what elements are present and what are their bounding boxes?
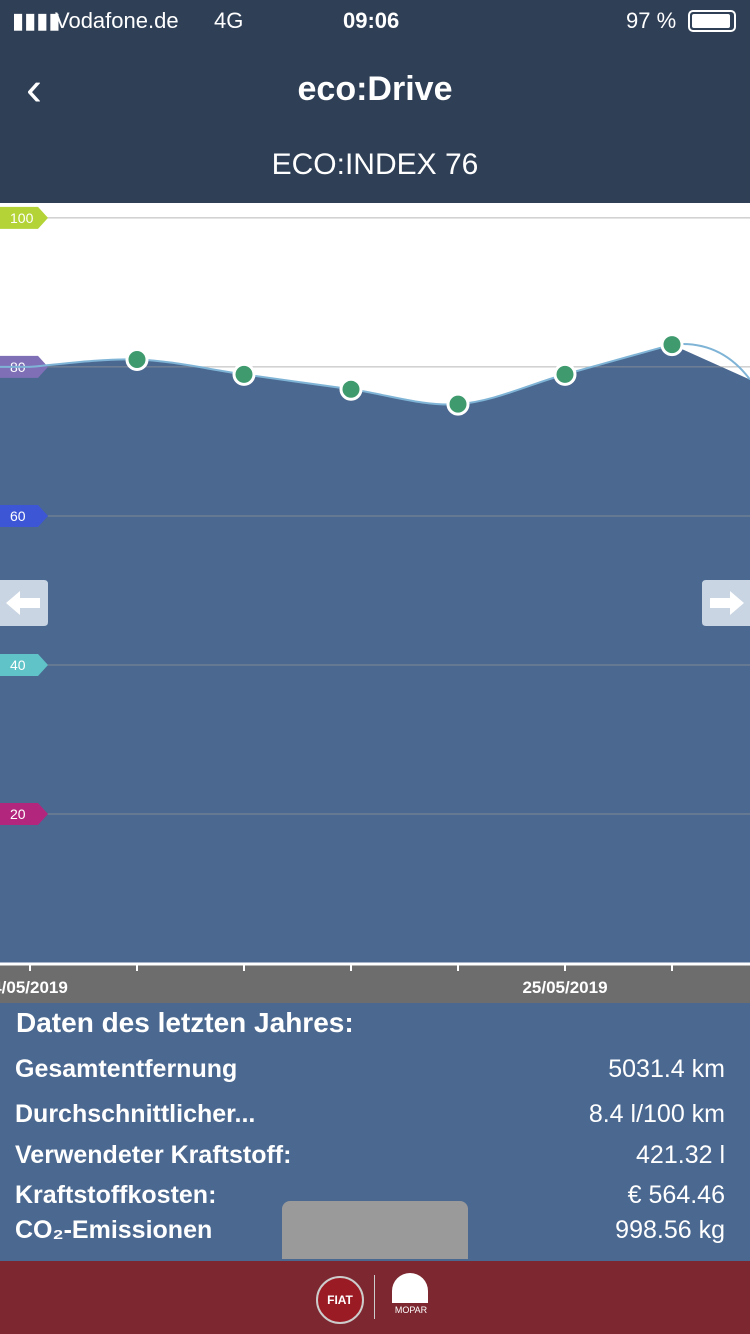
data-point xyxy=(232,362,256,386)
stat-label: CO₂-Emissionen xyxy=(15,1216,213,1244)
data-point xyxy=(339,377,363,401)
stats-title: Daten des letzten Jahres: xyxy=(16,1007,354,1038)
stat-row: Gesamtentfernung 5031.4 km xyxy=(15,1055,725,1084)
mopar-logo: MOPAR xyxy=(394,1305,428,1315)
status-bar: ▮▮▮▮ Vodafone.de 4G 09:06 97 % xyxy=(0,0,750,40)
y-tick-badge xyxy=(0,653,48,676)
carrier: Vodafone.de xyxy=(55,8,179,33)
time: 09:06 xyxy=(343,8,400,33)
y-tick-badge xyxy=(0,802,48,825)
stat-label: Durchschnittlicher... xyxy=(15,1100,256,1128)
battery: 97 % xyxy=(626,8,677,33)
network: 4G xyxy=(214,8,244,33)
stat-row: CO₂-Emissionen 998.56 kg xyxy=(15,1216,725,1245)
data-point xyxy=(125,347,149,371)
next-arrow xyxy=(710,591,744,615)
signal: ▮▮▮▮ xyxy=(12,8,61,33)
y-tick-label: 40 xyxy=(10,657,26,673)
y-tick-badge xyxy=(0,504,48,527)
stat-value: 421.32 l xyxy=(636,1141,725,1169)
stat-value: 998.56 kg xyxy=(615,1216,725,1244)
stat-value: € 564.46 xyxy=(627,1181,725,1209)
eco-index: ECO:INDEX 76 xyxy=(271,148,479,181)
x-axis-bar xyxy=(0,963,750,1003)
area-fill xyxy=(0,344,750,964)
stat-row: Durchschnittlicher... 8.4 l/100 km xyxy=(15,1100,725,1129)
battery-icon xyxy=(688,10,736,32)
stat-value: 8.4 l/100 km xyxy=(588,1100,725,1128)
y-tick-badge xyxy=(0,206,48,229)
back-button[interactable]: ‹ xyxy=(26,63,42,116)
handle[interactable] xyxy=(282,1201,468,1259)
mopar-icon xyxy=(392,1273,428,1303)
stat-row: Verwendeter Kraftstoff: 421.32 l xyxy=(15,1141,725,1170)
data-point xyxy=(446,392,470,416)
footer: FIAT MOPAR xyxy=(0,1261,750,1334)
stats-panel: Daten des letzten Jahres: Gesamtentfernu… xyxy=(0,1003,750,1261)
prev-arrow xyxy=(6,591,40,615)
stat-row: Kraftstoffkosten: € 564.46 xyxy=(15,1181,725,1210)
y-tick-label: 60 xyxy=(10,508,26,524)
x-tick-label: 25/05/2019 xyxy=(522,978,607,997)
data-point xyxy=(553,362,577,386)
fiat-logo: FIAT xyxy=(316,1276,364,1324)
nav-header: ‹ eco:Drive ECO:INDEX 76 xyxy=(0,40,750,203)
stat-label: Kraftstoffkosten: xyxy=(15,1181,217,1209)
stat-label: Gesamtentfernung xyxy=(15,1055,238,1083)
data-point xyxy=(660,333,684,357)
stat-value: 5031.4 km xyxy=(608,1055,725,1083)
y-tick-label: 100 xyxy=(10,210,34,226)
x-tick-label: 4/05/2019 xyxy=(0,978,68,997)
divider xyxy=(374,1275,375,1319)
screen-title: eco:Drive xyxy=(297,70,453,108)
stat-label: Verwendeter Kraftstoff: xyxy=(15,1141,292,1169)
y-tick-label: 20 xyxy=(10,806,26,822)
